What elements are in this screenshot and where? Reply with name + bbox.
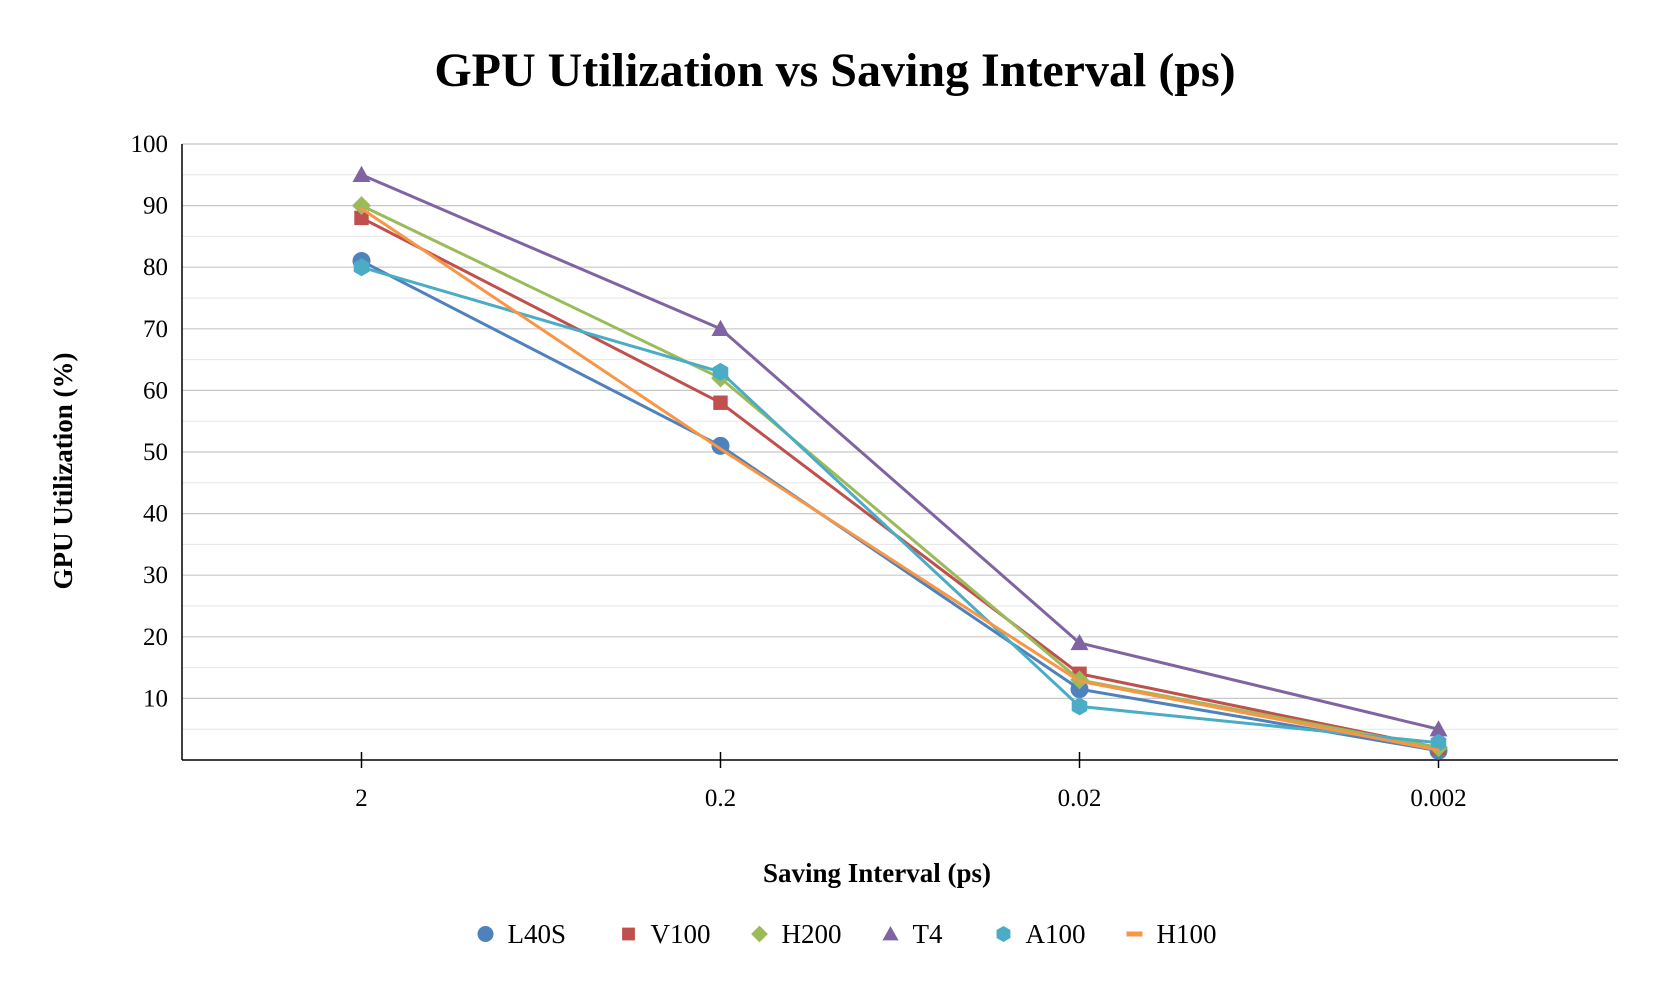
x-tick-label: 0.2 xyxy=(705,785,736,812)
legend-marker-l40s xyxy=(477,926,494,942)
data-point-v100 xyxy=(713,395,728,410)
legend-label-h200: H200 xyxy=(782,919,842,949)
series-line-t4 xyxy=(360,173,1440,731)
x-axis-label: Saving Interval (ps) xyxy=(763,858,991,888)
series-line-h100 xyxy=(360,207,1440,752)
x-tick-labels: 2 0.2 0.02 0.002 xyxy=(355,785,1466,812)
legend-label-t4: T4 xyxy=(913,919,943,949)
x-tick-label: 0.002 xyxy=(1410,785,1466,812)
y-tick-label: 40 xyxy=(143,501,168,528)
legend-label-l40s: L40S xyxy=(508,919,567,949)
data-point-a100 xyxy=(1071,697,1088,716)
y-tick-label: 60 xyxy=(143,377,168,404)
grid-lines xyxy=(182,143,1618,730)
data-point-t4 xyxy=(1429,720,1448,737)
legend-marker-h200 xyxy=(751,925,768,943)
legend-item-l40s: L40S xyxy=(477,919,567,949)
data-point-a100 xyxy=(1430,733,1447,752)
legend-label-h100: H100 xyxy=(1157,919,1217,949)
y-tick-label: 30 xyxy=(143,562,168,589)
data-point-t4 xyxy=(1070,633,1089,651)
x-tick-label: 0.02 xyxy=(1058,785,1102,812)
series-line-l40s xyxy=(360,259,1440,753)
legend-marker-t4 xyxy=(882,926,899,941)
y-tick-label: 90 xyxy=(143,193,168,220)
legend-label-v100: V100 xyxy=(651,919,711,949)
series-group xyxy=(352,165,1448,760)
series-h100 xyxy=(360,207,1440,752)
series-t4 xyxy=(352,165,1448,737)
legend-marker-v100 xyxy=(622,927,635,941)
series-a100 xyxy=(353,258,1447,752)
legend-item-t4: T4 xyxy=(882,919,943,949)
legend-marker-h100 xyxy=(1126,931,1143,937)
series-h200 xyxy=(352,196,1448,758)
data-point-a100 xyxy=(353,258,370,277)
legend-item-v100: V100 xyxy=(622,919,711,949)
chart-title: GPU Utilization vs Saving Interval (ps) xyxy=(434,44,1235,97)
legend-label-a100: A100 xyxy=(1026,919,1086,949)
data-point-a100 xyxy=(712,362,729,381)
series-line-h200 xyxy=(360,204,1440,750)
data-point-t4 xyxy=(352,165,371,182)
series-l40s xyxy=(352,252,1448,760)
y-tick-label: 70 xyxy=(143,316,168,343)
data-point-v100 xyxy=(354,210,369,226)
y-tick-label: 50 xyxy=(143,439,168,466)
y-tick-label: 10 xyxy=(143,685,168,712)
legend-item-h100: H100 xyxy=(1126,919,1217,949)
series-line-a100 xyxy=(360,265,1440,745)
y-tick-label: 20 xyxy=(143,624,168,651)
y-tick-label: 100 xyxy=(131,131,169,158)
axes xyxy=(181,144,1618,768)
x-tick-label: 2 xyxy=(355,785,368,812)
y-axis-label: GPU Utilization (%) xyxy=(48,353,78,590)
data-point-t4 xyxy=(711,319,730,336)
legend-marker-a100 xyxy=(996,926,1011,942)
legend-item-h200: H200 xyxy=(751,919,842,949)
y-tick-label: 80 xyxy=(143,254,168,281)
y-tick-labels: 10 20 30 40 50 60 70 80 90 100 xyxy=(131,131,169,712)
legend: L40S V100 H200 T4 A100 H100 xyxy=(477,919,1217,949)
legend-item-a100: A100 xyxy=(996,919,1086,949)
